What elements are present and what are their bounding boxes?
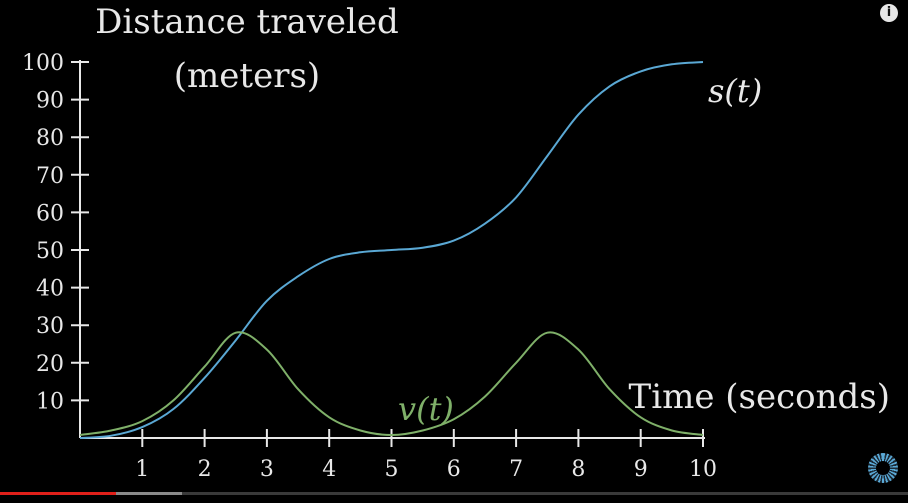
x-tick-label: 10 xyxy=(689,457,717,482)
y-tick-label: 20 xyxy=(36,352,64,377)
x-axis-title: Time (seconds) xyxy=(629,377,890,417)
progress-buffered xyxy=(116,492,182,495)
x-ticks: 1 2 3 4 5 6 7 8 9 10 xyxy=(135,429,717,482)
labels: Distance traveled (meters) Time (seconds… xyxy=(95,2,890,428)
curves xyxy=(79,61,704,439)
y-tick-label: 30 xyxy=(36,314,64,339)
info-icon[interactable]: i xyxy=(880,4,898,22)
series-label-v: v(t) xyxy=(398,390,454,428)
y-tick-label: 90 xyxy=(36,89,64,114)
loading-spinner-icon xyxy=(868,453,898,483)
x-tick-label: 1 xyxy=(135,457,149,482)
x-tick-label: 7 xyxy=(509,457,523,482)
x-tick-label: 9 xyxy=(634,457,648,482)
x-tick-label: 4 xyxy=(322,457,336,482)
x-tick-label: 3 xyxy=(260,457,274,482)
x-tick-label: 5 xyxy=(385,457,399,482)
x-tick-label: 8 xyxy=(571,457,585,482)
progress-track[interactable] xyxy=(0,492,908,495)
y-tick-label: 60 xyxy=(36,201,64,226)
y-tick-label: 40 xyxy=(36,277,64,302)
y-axis-title-line-1: Distance traveled xyxy=(95,2,399,42)
progress-played[interactable] xyxy=(0,492,117,495)
axes: 1 2 3 4 5 6 7 8 9 10 10 20 30 40 50 60 70 80 90 100 xyxy=(22,51,717,482)
y-tick-label: 70 xyxy=(36,164,64,189)
y-tick-label: 80 xyxy=(36,126,64,151)
x-tick-label: 2 xyxy=(198,457,212,482)
y-tick-label: 10 xyxy=(36,389,64,414)
y-axis-title-line-2: (meters) xyxy=(174,56,320,96)
y-ticks: 10 20 30 40 50 60 70 80 90 100 xyxy=(22,51,89,414)
y-tick-label: 50 xyxy=(36,239,64,264)
y-tick-label: 100 xyxy=(22,51,64,76)
series-line-v xyxy=(79,331,704,437)
x-tick-label: 6 xyxy=(447,457,461,482)
series-line-s xyxy=(79,61,704,439)
series-label-s: s(t) xyxy=(708,72,762,110)
